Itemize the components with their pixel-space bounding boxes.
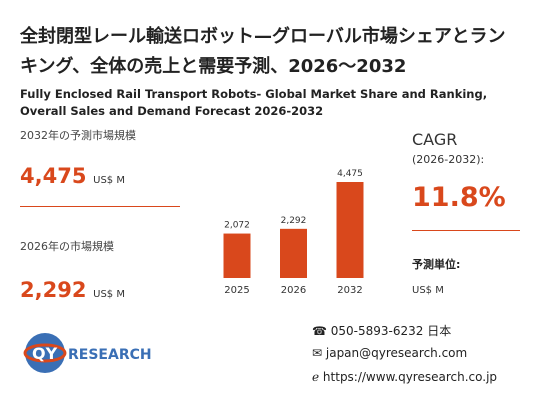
email-row: ✉ japan@qyresearch.com <box>312 346 468 360</box>
value-label: 2,292 <box>281 216 307 226</box>
web[interactable]: https://www.qyresearch.co.jp <box>322 370 498 384</box>
x-tick-label: 2032 <box>337 285 362 296</box>
logo-globe <box>25 333 65 373</box>
cagr-period: (2026-2032): <box>412 153 485 166</box>
logo-word: RESEARCH <box>68 347 152 363</box>
phone: 050-5893-6232 日本 <box>330 324 452 338</box>
cagr-value: 11.8% <box>412 182 506 213</box>
phone-row: ☎ 050-5893-6232 日本 <box>312 324 452 338</box>
logo: QY RESEARCH <box>23 333 152 373</box>
unit-label: 予測単位: <box>412 258 461 271</box>
title: 全封閉型レール輸送ロボット—グローバル市場シェアとランキング、全体の売上と需要予… <box>20 26 506 77</box>
bar <box>336 182 364 278</box>
x-tick-label: 2025 <box>224 285 249 296</box>
unit: US$ M <box>412 285 444 296</box>
value-label: 2,072 <box>224 221 250 231</box>
x-tick-label: 2026 <box>281 285 306 296</box>
divider <box>20 206 180 207</box>
cagr-label: CAGR <box>412 130 458 149</box>
divider <box>412 230 520 231</box>
web-row: ℯ https://www.qyresearch.co.jp <box>312 370 498 384</box>
forecast-box: 4,475 US$ M <box>20 164 125 188</box>
forecast-unit: US$ M <box>93 175 125 186</box>
subtitle: Fully Enclosed Rail Transport Robots- Gl… <box>20 87 488 118</box>
current-unit: US$ M <box>93 289 125 300</box>
value-label: 4,475 <box>337 169 363 179</box>
email[interactable]: japan@qyresearch.com <box>325 346 468 360</box>
forecast-label: 2032年の予測市場規模 <box>20 129 136 142</box>
bar <box>280 228 307 278</box>
current-value: 2,292 <box>20 278 87 302</box>
current-label: 2026年の市場規模 <box>20 240 114 253</box>
forecast-value: 4,475 <box>20 164 87 188</box>
logo-orbit <box>23 343 67 363</box>
current-box: 2,292 US$ M <box>20 278 125 302</box>
logo-mark: QY <box>32 344 58 363</box>
bar <box>223 233 251 278</box>
